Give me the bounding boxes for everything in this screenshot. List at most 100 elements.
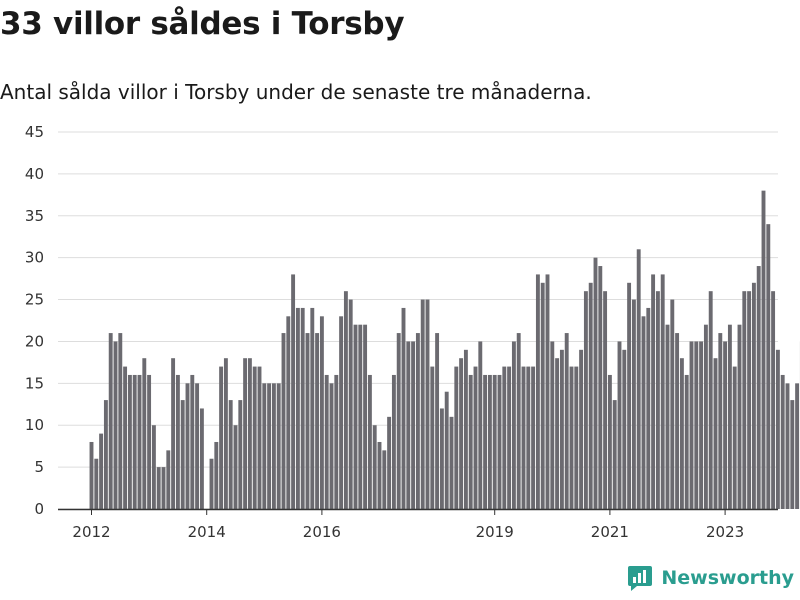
bar — [151, 425, 156, 509]
bar — [195, 383, 200, 509]
bar — [127, 374, 132, 509]
bar — [147, 374, 152, 509]
bar — [699, 341, 704, 509]
bar — [358, 324, 363, 509]
bar — [156, 467, 161, 509]
x-tick-label: 2016 — [303, 523, 341, 541]
bar — [636, 249, 641, 510]
bar — [795, 383, 800, 509]
brand-name: Newsworthy — [661, 567, 794, 589]
bar — [785, 383, 790, 509]
bar — [411, 341, 416, 509]
bar — [199, 408, 204, 509]
bar — [420, 299, 425, 509]
bar — [339, 316, 344, 509]
bar — [367, 374, 372, 509]
bar — [473, 366, 478, 509]
bar — [780, 374, 785, 509]
bar — [492, 374, 497, 509]
bar — [751, 282, 756, 509]
bar — [238, 400, 243, 509]
y-tick-label: 15 — [25, 374, 44, 392]
bar — [478, 341, 483, 509]
y-tick-label: 45 — [25, 123, 44, 141]
bar — [315, 333, 320, 509]
bar — [622, 349, 627, 509]
bar — [790, 400, 795, 509]
bar — [660, 274, 665, 509]
x-tick-label: 2023 — [706, 523, 744, 541]
bar — [511, 341, 516, 509]
bar — [555, 358, 560, 509]
bar — [363, 324, 368, 509]
bar — [435, 333, 440, 509]
bar — [502, 366, 507, 509]
x-tick-label: 2014 — [188, 523, 226, 541]
bar — [559, 349, 564, 509]
y-tick-label: 40 — [25, 165, 44, 183]
bar — [675, 333, 680, 509]
newsworthy-logo-icon — [628, 566, 653, 591]
y-tick-label: 20 — [25, 332, 44, 350]
bar — [598, 266, 603, 509]
bar — [286, 316, 291, 509]
bar — [89, 441, 94, 509]
bar — [497, 374, 502, 509]
bar — [406, 341, 411, 509]
x-axis: 2012201420162019202120232025 — [58, 508, 778, 541]
bar — [401, 307, 406, 509]
bar — [334, 374, 339, 509]
bar — [679, 358, 684, 509]
bar — [689, 341, 694, 509]
bar — [703, 324, 708, 509]
bar — [391, 374, 396, 509]
bar — [521, 366, 526, 509]
bar — [487, 374, 492, 509]
bar — [483, 374, 488, 509]
bar — [185, 383, 190, 509]
bar — [171, 358, 176, 509]
bar — [641, 316, 646, 509]
bar — [223, 358, 228, 509]
bar — [732, 366, 737, 509]
bar — [651, 274, 656, 509]
bars — [89, 190, 800, 510]
bar — [348, 299, 353, 509]
bar — [665, 324, 670, 509]
bar — [233, 425, 238, 509]
bar — [761, 190, 766, 509]
bar — [771, 291, 776, 509]
bar-chart: 0 5 10 15 20 25 30 35 40 45 2012 2014 2016 2019 2021 2… — [25, 123, 800, 541]
bar — [612, 400, 617, 509]
y-tick-label: 0 — [34, 500, 44, 518]
bar — [747, 291, 752, 509]
x-tick-label: 2019 — [476, 523, 514, 541]
bar — [123, 366, 128, 509]
bar — [377, 441, 382, 509]
bar — [583, 291, 588, 509]
bar — [166, 450, 171, 509]
bar — [291, 274, 296, 509]
bar — [516, 333, 521, 509]
bar — [319, 316, 324, 509]
bar — [108, 333, 113, 509]
bar — [161, 467, 166, 509]
bar — [574, 366, 579, 509]
bar — [531, 366, 536, 509]
bar — [670, 299, 675, 509]
bar — [742, 291, 747, 509]
bar — [305, 333, 310, 509]
bar — [271, 383, 276, 509]
bar — [324, 374, 329, 509]
bar — [118, 333, 123, 509]
bar — [439, 408, 444, 509]
bar — [276, 383, 281, 509]
bar — [415, 333, 420, 509]
bar — [694, 341, 699, 509]
bar — [132, 374, 137, 509]
bar — [631, 299, 636, 509]
bar — [526, 366, 531, 509]
bar — [655, 291, 660, 509]
bar — [444, 391, 449, 509]
bar — [723, 341, 728, 509]
